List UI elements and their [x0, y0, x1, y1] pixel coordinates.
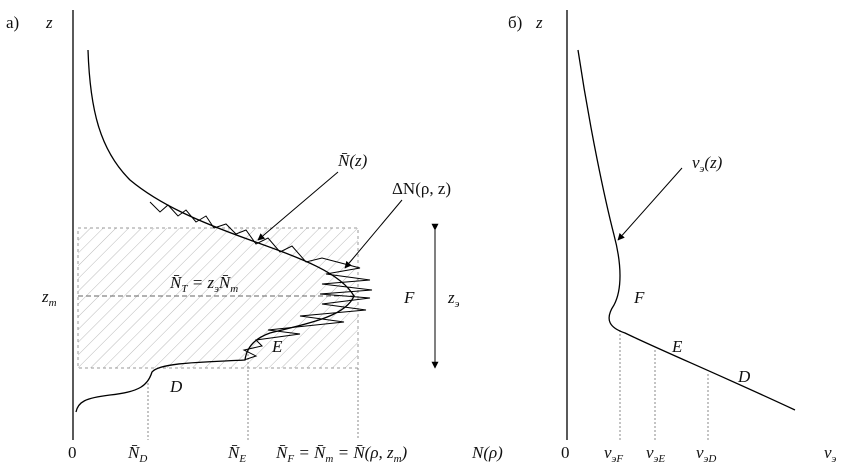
label: D: [737, 367, 751, 386]
label: 0: [68, 443, 77, 462]
text-part: N̄: [169, 273, 183, 292]
label: F: [403, 288, 415, 307]
label: νэF: [604, 443, 623, 465]
axis-label: z: [535, 13, 543, 32]
text-part: = z: [187, 273, 214, 292]
subscript: эF: [612, 453, 624, 465]
label: 0: [561, 443, 570, 462]
label: E: [671, 337, 683, 356]
collision-profile: [577, 49, 796, 411]
hatched-region: [77, 227, 359, 369]
panel-label: а): [6, 13, 19, 32]
text-part: ν: [646, 443, 654, 462]
label: D: [169, 377, 183, 396]
text-part: = N̄: [294, 443, 327, 462]
arrow: [257, 171, 339, 241]
panel-label: б): [508, 13, 522, 32]
label: N(ρ): [471, 443, 503, 462]
label: N̄(z): [337, 151, 368, 170]
subscript: э: [700, 163, 705, 175]
subscript: эD: [704, 453, 717, 465]
subscript: эE: [654, 453, 666, 465]
label: E: [271, 337, 283, 356]
label: N̄E: [227, 443, 246, 465]
label: N̄D: [127, 443, 147, 465]
label: N̄T = zэN̄m: [169, 273, 238, 295]
subscript: m: [230, 283, 238, 295]
text-part: = N̄(ρ, z: [333, 443, 394, 462]
subscript: э: [455, 298, 460, 310]
text-part: ν: [692, 153, 700, 172]
text-part: N̄: [337, 151, 351, 170]
text-part: z: [41, 287, 49, 306]
label: νэE: [646, 443, 665, 465]
text-part: N̄: [275, 443, 289, 462]
subscript: э: [214, 283, 219, 295]
label: νэD: [696, 443, 716, 465]
text-part: z: [447, 288, 455, 307]
axis-label: z: [45, 13, 53, 32]
label: νэ(z): [692, 153, 723, 175]
text-part: ν: [824, 443, 832, 462]
text-part: (z): [704, 153, 722, 172]
text-part: N̄: [127, 443, 141, 462]
subscript: E: [238, 453, 246, 465]
text-part: (z): [349, 151, 367, 170]
text-part: ν: [696, 443, 704, 462]
subscript: m: [49, 297, 57, 309]
fluctuation: [149, 201, 373, 361]
text-part: N̄: [218, 273, 232, 292]
text-part: N̄: [227, 443, 241, 462]
text-part: ν: [604, 443, 612, 462]
panel-a: а) z N̄(z) ΔN(ρ, z) N̄T = zэN̄m zm F zэ …: [6, 10, 503, 465]
text-part: ): [401, 443, 408, 462]
subscript: э: [832, 453, 837, 465]
subscript: T: [181, 283, 188, 295]
subscript: D: [138, 453, 147, 465]
subscript: m: [325, 453, 333, 465]
subscript: F: [286, 453, 294, 465]
label: νэ: [824, 443, 837, 465]
label: N̄F = N̄m = N̄(ρ, zm): [275, 443, 408, 465]
panel-b: б) z νэ(z) F E D 0 νэF νэE νэD νэ: [508, 10, 837, 465]
label: ΔN(ρ, z): [392, 179, 451, 198]
label: zm: [41, 287, 57, 309]
label: F: [633, 288, 645, 307]
subscript: m: [394, 453, 402, 465]
label: zэ: [447, 288, 460, 310]
mean-profile: [75, 49, 355, 413]
arrow: [617, 167, 683, 241]
arrow: [344, 199, 403, 269]
